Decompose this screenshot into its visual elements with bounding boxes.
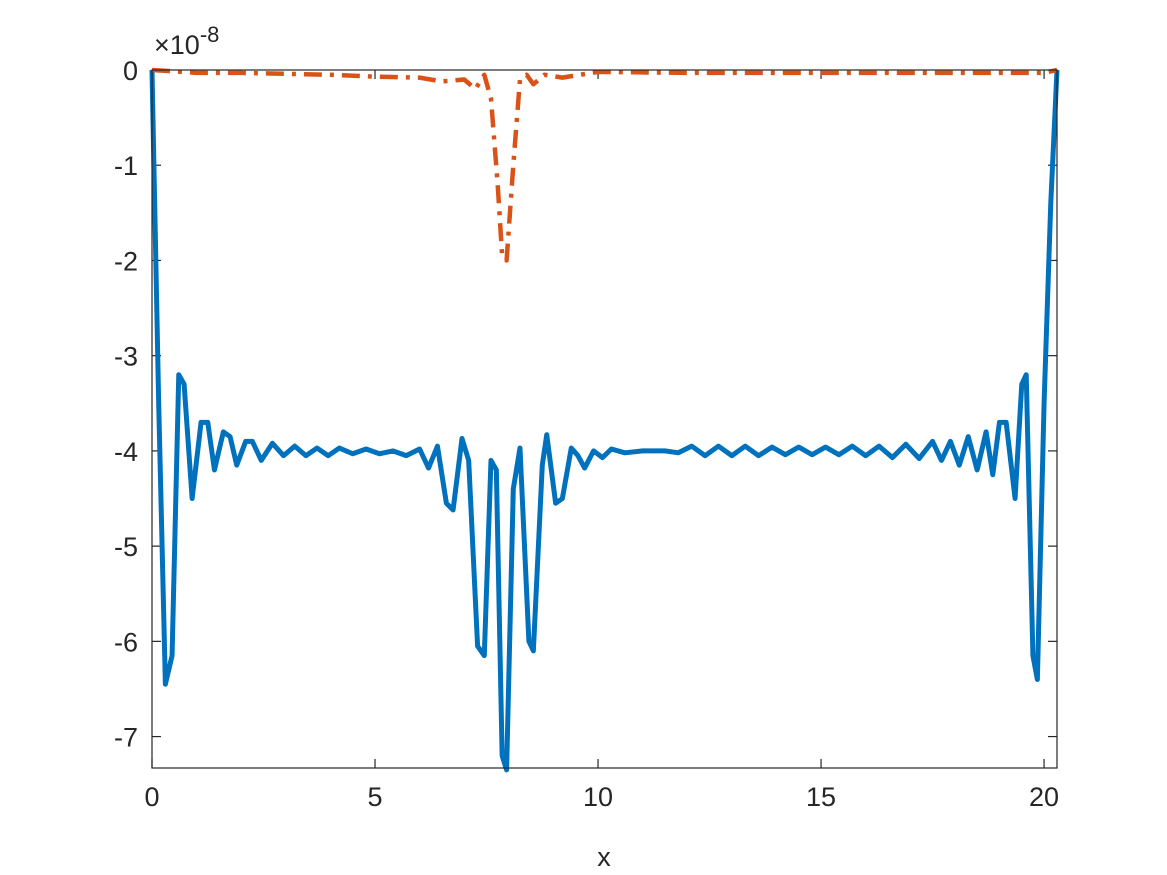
y-tick-label: -5 bbox=[114, 532, 138, 562]
y-tick-label: -2 bbox=[114, 246, 138, 276]
y-tick-label: -4 bbox=[114, 437, 138, 467]
y-tick-label: -1 bbox=[114, 151, 138, 181]
x-tick-label: 0 bbox=[144, 782, 159, 812]
y-tick-label: -7 bbox=[114, 723, 138, 753]
series-line bbox=[151, 67, 1058, 263]
x-axis-label: x bbox=[597, 842, 611, 872]
y-tick-label: 0 bbox=[123, 56, 138, 86]
y-exponent-label: ×10-8 bbox=[154, 22, 219, 60]
y-tick-label: -6 bbox=[114, 627, 138, 657]
axes-box bbox=[151, 69, 1058, 769]
y-tick-label: -3 bbox=[114, 342, 138, 372]
x-tick-label: 15 bbox=[806, 782, 836, 812]
x-tick-label: 10 bbox=[583, 782, 613, 812]
exponent-base: ×10 bbox=[154, 30, 200, 60]
x-tick-label: 5 bbox=[368, 782, 383, 812]
series-line bbox=[149, 69, 1060, 773]
x-tick-label: 20 bbox=[1029, 782, 1059, 812]
exponent-power: -8 bbox=[200, 22, 220, 47]
